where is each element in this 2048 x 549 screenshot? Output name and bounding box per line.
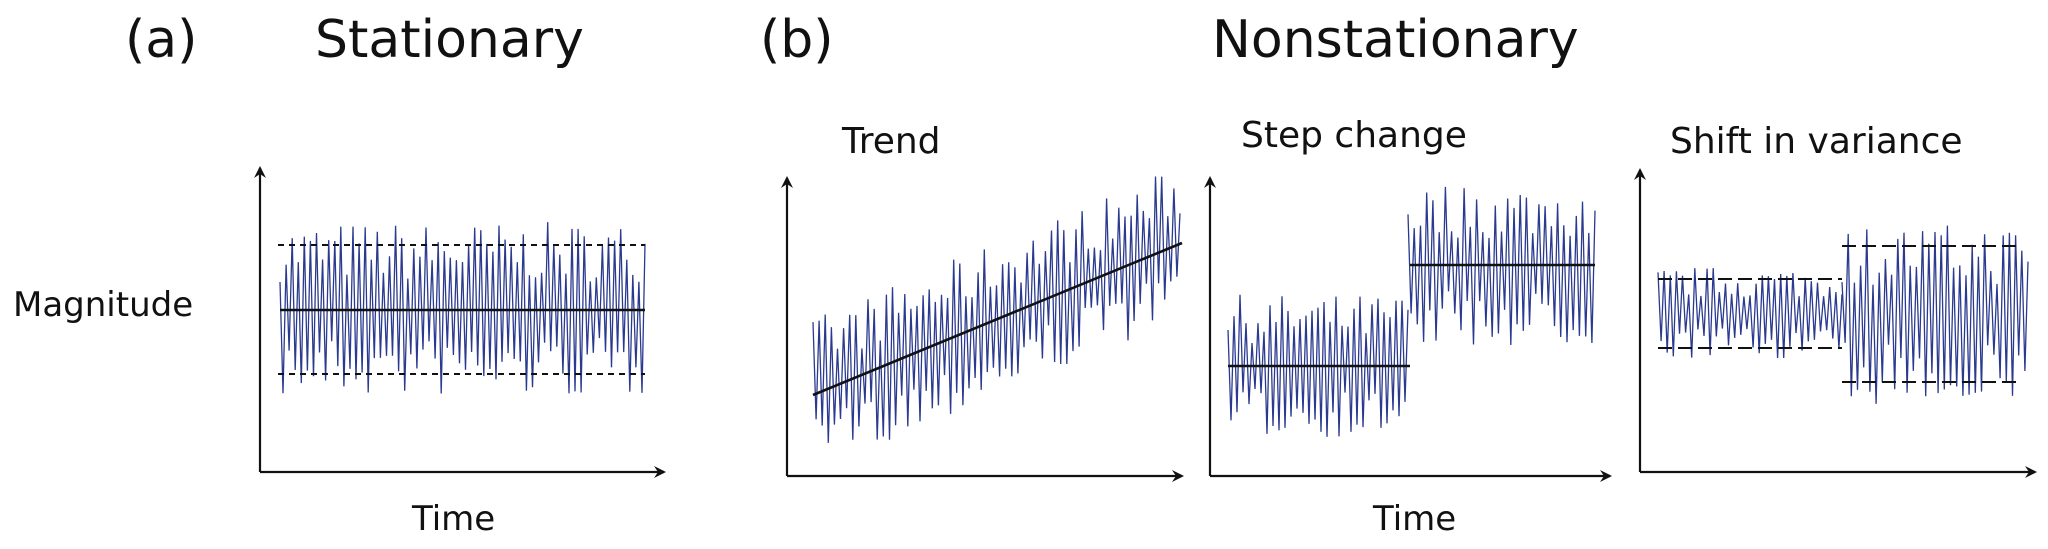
trend-line [812, 241, 1183, 397]
panel-b-title: Nonstationary [1212, 10, 1579, 70]
shift-variance-signal-low [1657, 268, 1843, 359]
panel-b-label: (b) [760, 10, 834, 70]
step-change-signal-before [1227, 294, 1409, 437]
panel-a-label: (a) [125, 10, 198, 70]
step-change-signal-after [1407, 186, 1596, 346]
panel-a-title: Stationary [315, 10, 584, 70]
shift-variance-axes [1634, 168, 2037, 478]
step-change-axes [1204, 176, 1612, 482]
x-axis-label-b: Time [1373, 499, 1457, 539]
shift-variance-title: Shift in variance [1670, 121, 1963, 162]
trend-title: Trend [842, 121, 941, 162]
x-axis-label-a: Time [412, 499, 496, 539]
step-change-title: Step change [1241, 115, 1467, 156]
stationary-plot [278, 222, 646, 394]
shift-variance-signal-high [1841, 225, 2029, 404]
step-change-plot [1227, 186, 1596, 437]
stationary-axes [254, 166, 666, 478]
stationary-signal [279, 222, 646, 394]
trend-signal [812, 176, 1181, 443]
trend-axes [781, 176, 1184, 482]
y-axis-label: Magnitude [13, 285, 194, 325]
shift-variance-plot [1657, 225, 2029, 404]
trend-plot [812, 176, 1183, 443]
